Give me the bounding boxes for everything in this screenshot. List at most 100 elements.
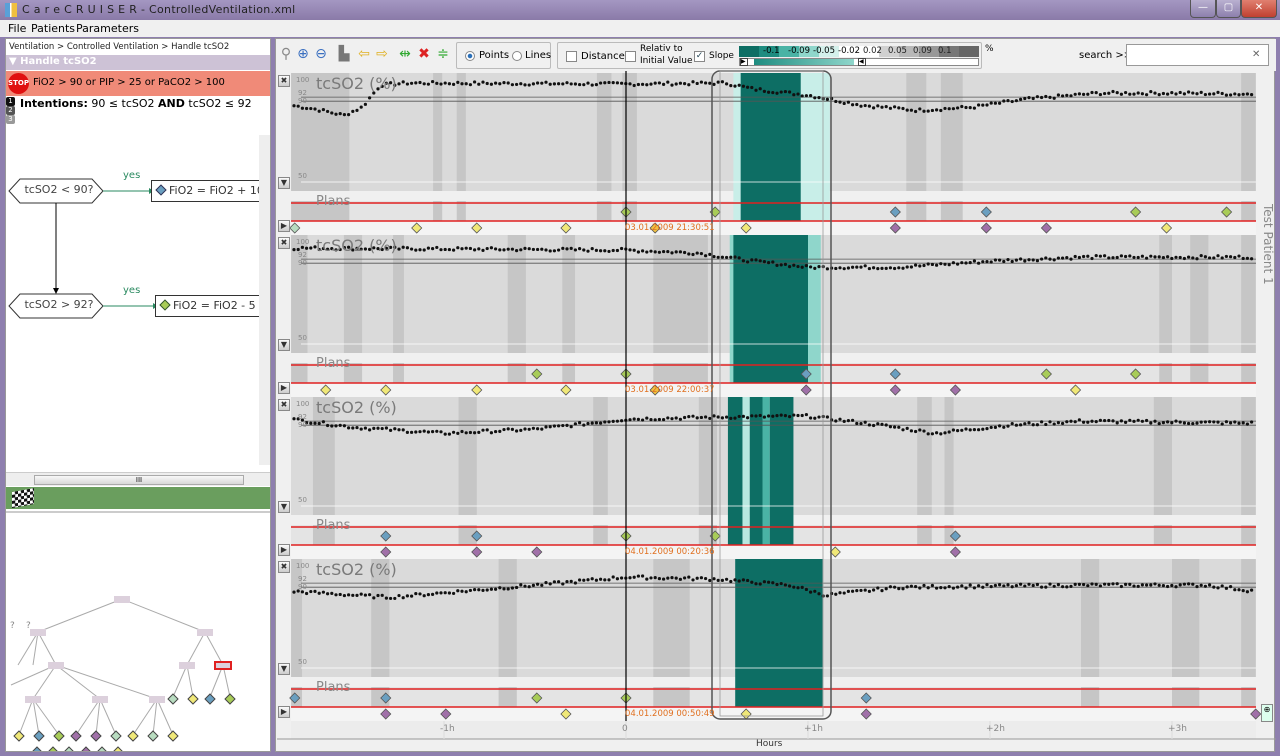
action-2[interactable]: FiO2 = FiO2 - 5 — [155, 295, 262, 317]
close-panel-button[interactable]: ✖ — [278, 75, 290, 87]
data-point — [410, 430, 414, 434]
close-button[interactable]: ✕ — [1241, 0, 1277, 18]
zoom-fit-icon[interactable]: ⚲ — [280, 46, 292, 62]
tree-node[interactable] — [197, 629, 213, 636]
slope-color-cell — [779, 46, 799, 57]
points-radio[interactable] — [465, 51, 475, 61]
maximize-button[interactable]: ▢ — [1216, 0, 1241, 18]
tree-node[interactable] — [30, 629, 46, 636]
slope-range-slider[interactable]: ▶ ◀ — [739, 58, 979, 66]
data-point — [515, 429, 519, 433]
data-point — [981, 103, 985, 107]
divider[interactable] — [6, 511, 270, 513]
horizontal-scrollbar[interactable]: III — [6, 472, 270, 486]
data-point — [884, 105, 888, 109]
expand-plans-button[interactable]: ▶ — [278, 382, 290, 394]
minimize-button[interactable]: — — [1190, 0, 1216, 18]
data-point — [1132, 419, 1136, 423]
zoom-out-icon[interactable]: ⊖ — [315, 46, 327, 62]
data-point — [716, 415, 720, 419]
search-input[interactable] — [1126, 44, 1269, 66]
tree-edge — [32, 631, 39, 666]
data-point — [494, 81, 498, 85]
tree-node[interactable] — [179, 662, 195, 669]
data-point — [1166, 255, 1170, 259]
tree-node[interactable] — [48, 662, 64, 669]
time-band — [433, 73, 443, 221]
tree-node[interactable] — [214, 661, 232, 670]
menu-parameters[interactable]: Parameters — [76, 22, 139, 35]
close-panel-button[interactable]: ✖ — [278, 399, 290, 411]
data-point — [300, 590, 304, 594]
condition-2-text[interactable]: tcSO2 > 92? — [24, 298, 94, 311]
scroll-thumb[interactable]: III — [34, 475, 244, 485]
action-1[interactable]: FiO2 = FiO2 + 10 — [151, 180, 270, 202]
zoom-in-icon[interactable]: ⊕ — [297, 46, 309, 62]
stop-condition-text: FiO2 > 90 or PIP > 25 or PaCO2 > 100 — [33, 77, 225, 88]
search-clear-icon[interactable]: ✕ — [1252, 49, 1261, 60]
step-2[interactable]: 2 — [6, 106, 15, 115]
data-point — [359, 247, 363, 251]
data-point — [796, 264, 800, 269]
data-point — [557, 248, 561, 252]
collapse-panel-button[interactable]: ▼ — [278, 177, 290, 189]
tree-node[interactable] — [114, 596, 130, 603]
vertical-scrollbar[interactable] — [259, 135, 270, 465]
collapse-panel-button[interactable]: ▼ — [278, 663, 290, 675]
events-background — [291, 707, 1256, 721]
arrow-right-icon[interactable]: ⇨ — [376, 46, 388, 62]
align-icon[interactable]: ⇹ — [399, 46, 411, 62]
data-point — [922, 583, 926, 588]
slider-left-handle[interactable]: ▶ — [740, 58, 748, 66]
data-point — [972, 586, 977, 590]
distance-checkbox[interactable] — [566, 51, 577, 62]
expand-plans-button[interactable]: ▶ — [278, 220, 290, 232]
data-point — [909, 265, 914, 269]
data-point — [695, 416, 699, 420]
condition-1-text[interactable]: tcSO2 < 90? — [24, 183, 94, 196]
data-point — [859, 588, 863, 593]
data-point — [947, 430, 951, 434]
data-point — [552, 580, 557, 584]
collapse-panel-button[interactable]: ▼ — [278, 339, 290, 351]
delete-icon[interactable]: ✖ — [418, 46, 430, 62]
data-point — [1170, 256, 1174, 261]
slope-checkbox[interactable]: ✓ — [694, 51, 705, 62]
expand-plans-button[interactable]: ▶ — [278, 544, 290, 556]
close-panel-button[interactable]: ✖ — [278, 561, 290, 573]
data-point — [947, 107, 951, 111]
tree-node[interactable] — [25, 696, 41, 703]
data-point — [897, 586, 901, 591]
data-point — [485, 588, 489, 592]
points-label: Points — [479, 50, 510, 61]
data-point — [901, 106, 905, 111]
slider-right-handle[interactable]: ◀ — [858, 58, 866, 66]
data-point — [498, 82, 502, 86]
expand-plans-button[interactable]: ▶ — [278, 706, 290, 718]
data-point — [804, 412, 809, 417]
tree-node[interactable] — [92, 696, 108, 703]
step-3[interactable]: 3 — [6, 115, 15, 124]
tree-node[interactable] — [149, 696, 165, 703]
data-point — [758, 413, 762, 418]
arrow-left-icon[interactable]: ⇦ — [358, 46, 370, 62]
data-point — [1250, 588, 1254, 592]
plan-marker — [889, 206, 901, 218]
close-panel-button[interactable]: ✖ — [278, 237, 290, 249]
time-band — [1241, 235, 1256, 383]
sort-icon[interactable]: ≑ — [437, 46, 449, 62]
expand-patient-icon[interactable]: ⊕ — [1261, 704, 1273, 722]
menu-patients[interactable]: Patients — [31, 22, 76, 35]
data-point — [741, 414, 746, 418]
plan-header[interactable]: ▼ Handle tcSO2 — [6, 55, 270, 70]
menu-file[interactable]: File — [8, 22, 27, 35]
data-point — [292, 417, 296, 421]
relative-checkbox[interactable] — [625, 51, 636, 62]
goto-icon[interactable]: ▙ — [338, 46, 350, 62]
step-1[interactable]: 1 — [6, 97, 15, 106]
data-point — [674, 416, 678, 420]
data-point — [426, 82, 430, 86]
collapse-panel-button[interactable]: ▼ — [278, 501, 290, 513]
lines-radio[interactable] — [512, 51, 522, 61]
